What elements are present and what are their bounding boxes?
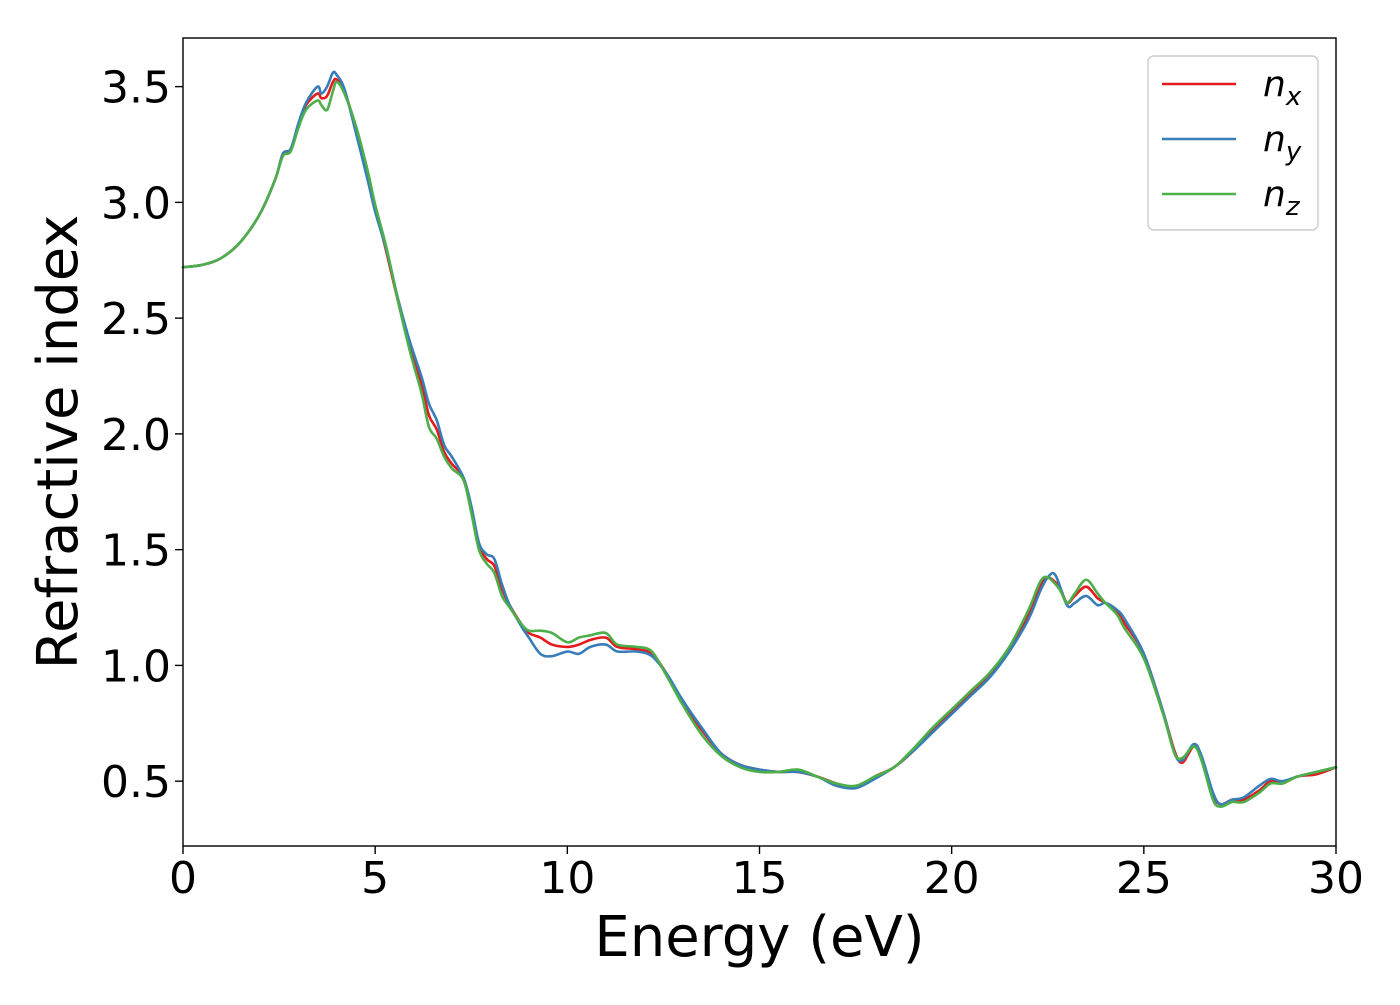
y-axis-label: Refractive index xyxy=(26,215,91,670)
x-tick-label: 15 xyxy=(732,853,788,904)
y-tick-label: 2.0 xyxy=(101,410,171,461)
legend-box xyxy=(1147,55,1319,231)
x-tick-label: 5 xyxy=(361,853,389,904)
y-tick-label: 1.5 xyxy=(101,526,171,577)
series-layer xyxy=(181,70,1338,808)
x-tick-label: 10 xyxy=(539,853,595,904)
y-tick-label: 3.5 xyxy=(101,63,171,114)
y-tick-label: 1.0 xyxy=(101,641,171,692)
y-tick-label: 2.5 xyxy=(101,294,171,345)
x-axis-ticks: 0 5 10 15 20 25 30 xyxy=(169,846,1364,904)
x-tick-label: 0 xyxy=(169,853,197,904)
x-tick-label: 20 xyxy=(924,853,980,904)
plot-background xyxy=(183,38,1336,846)
legend-label-y: ny xyxy=(1263,119,1302,167)
series-line-z xyxy=(181,80,1338,808)
y-tick-label: 3.0 xyxy=(101,178,171,229)
legend-label-z: nz xyxy=(1263,174,1301,222)
x-tick-label: 30 xyxy=(1308,853,1364,904)
legend-label-x: nx xyxy=(1263,64,1302,112)
legend: nx ny nz xyxy=(1147,55,1319,231)
legend-items: nx ny nz xyxy=(1162,64,1302,222)
x-axis-label: Energy (eV) xyxy=(594,905,924,970)
x-tick-label: 25 xyxy=(1116,853,1172,904)
y-axis-ticks: 0.5 1.0 1.5 2.0 2.5 3.0 3.5 xyxy=(101,63,183,808)
y-tick-label: 0.5 xyxy=(101,757,171,808)
